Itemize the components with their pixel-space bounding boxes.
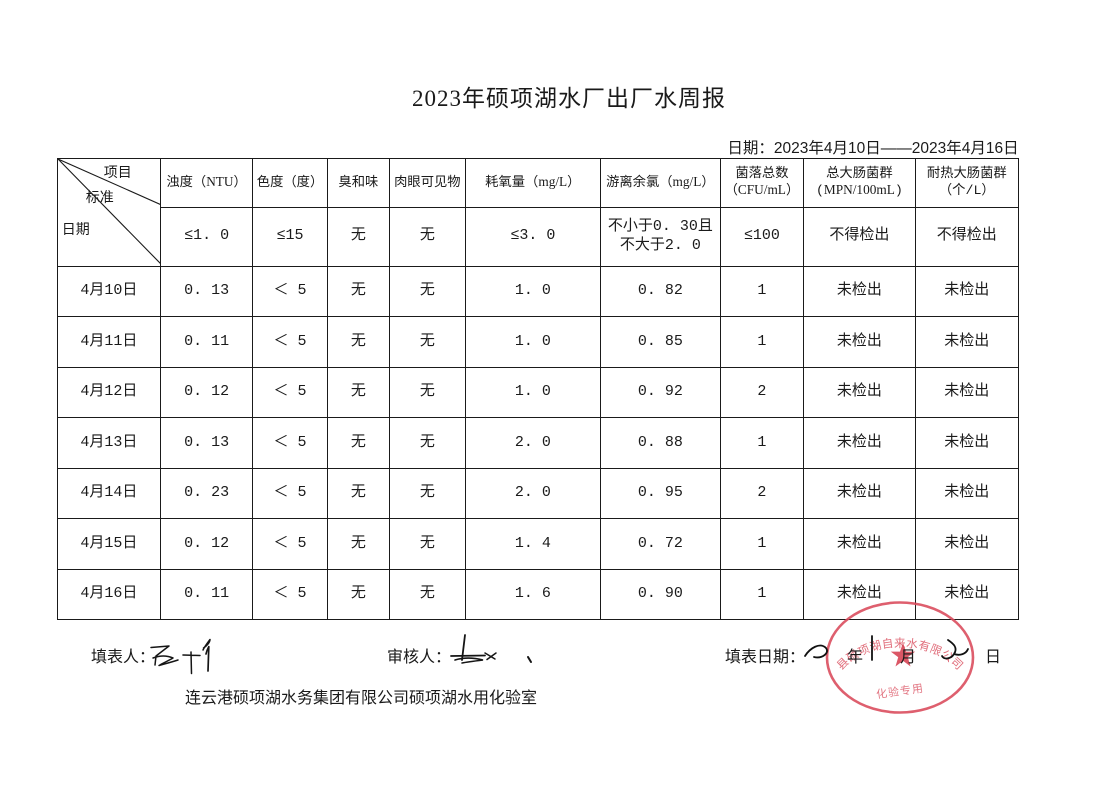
svg-text:化验专用: 化验专用	[875, 681, 924, 702]
